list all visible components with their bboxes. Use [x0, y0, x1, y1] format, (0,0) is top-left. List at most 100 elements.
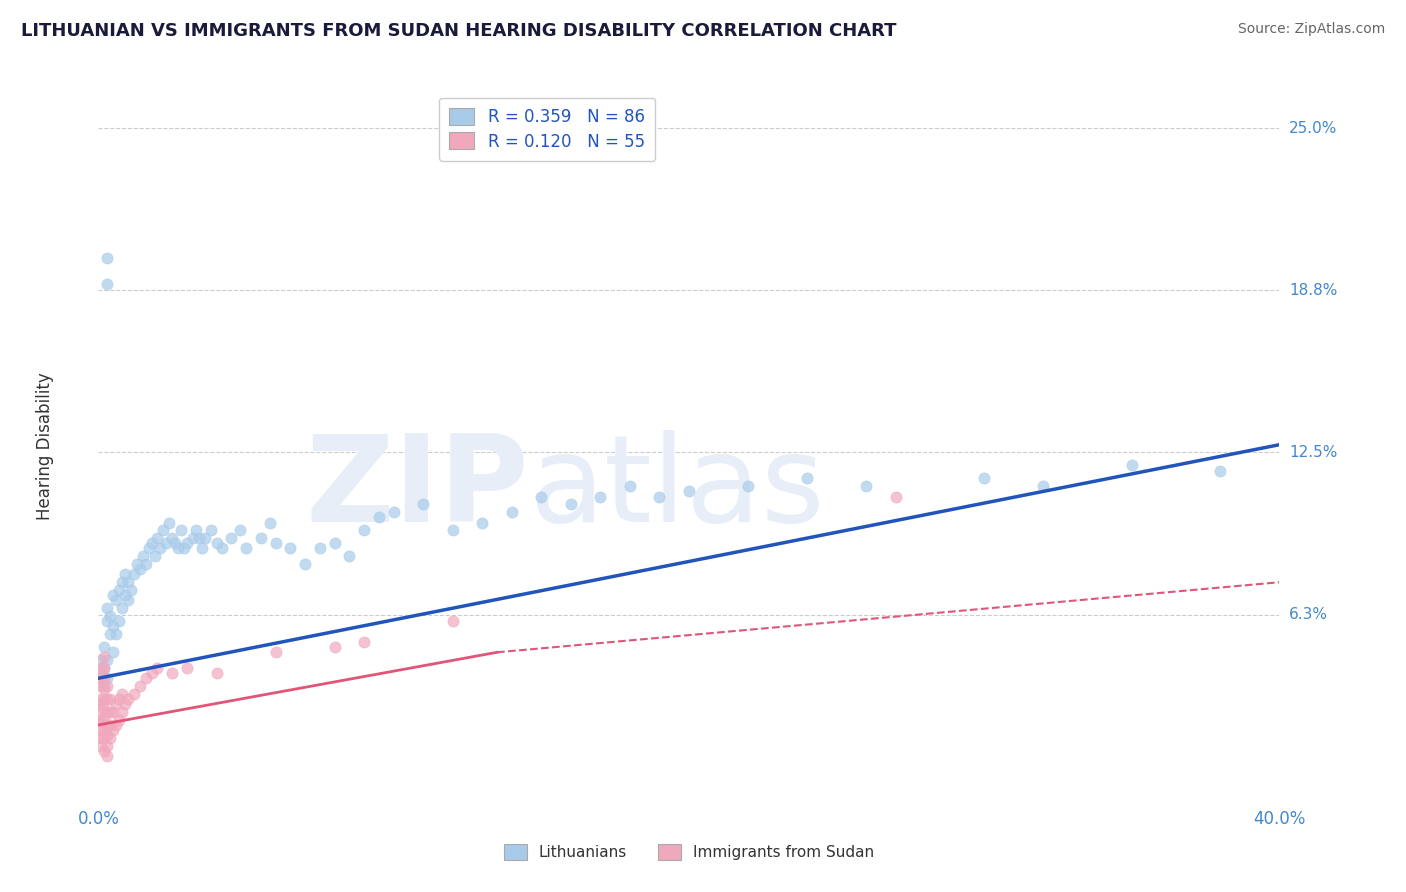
Point [122, 567, 145, 582]
Point [648, 490, 671, 504]
Point [264, 645, 287, 659]
Legend: Lithuanians, Immigrants from Sudan: Lithuanians, Immigrants from Sudan [498, 838, 880, 866]
Point [93, 640, 115, 654]
Point [108, 692, 131, 706]
Text: 6.3%: 6.3% [1289, 607, 1327, 622]
Point [117, 593, 139, 607]
Point [146, 661, 169, 675]
Point [96, 739, 118, 753]
Point [259, 516, 281, 530]
Point [278, 541, 302, 556]
Point [93, 723, 115, 738]
Point [1209, 464, 1232, 478]
Point [105, 593, 128, 607]
Point [157, 516, 180, 530]
Point [235, 541, 257, 556]
Point [93, 650, 115, 665]
Point [93, 731, 115, 745]
Text: LITHUANIAN VS IMMIGRANTS FROM SUDAN HEARING DISABILITY CORRELATION CHART: LITHUANIAN VS IMMIGRANTS FROM SUDAN HEAR… [21, 22, 897, 40]
Point [294, 557, 316, 571]
Point [96, 277, 118, 291]
Point [176, 661, 198, 675]
Point [149, 541, 172, 556]
Point [90, 671, 112, 685]
Point [114, 697, 136, 711]
Point [98, 627, 121, 641]
Point [1032, 479, 1054, 493]
Point [162, 666, 183, 681]
Text: Hearing Disability: Hearing Disability [37, 372, 55, 520]
Point [90, 702, 112, 716]
Point [93, 713, 115, 727]
Point [96, 679, 118, 693]
Point [200, 524, 222, 538]
Text: 12.5%: 12.5% [1289, 445, 1337, 460]
Point [93, 744, 115, 758]
Point [412, 497, 434, 511]
Point [87, 731, 110, 745]
Point [93, 671, 115, 685]
Point [323, 536, 346, 550]
Point [93, 661, 115, 675]
Point [205, 666, 228, 681]
Point [141, 666, 163, 681]
Point [103, 588, 125, 602]
Point [353, 524, 375, 538]
Point [353, 635, 375, 649]
Point [93, 692, 115, 706]
Point [152, 524, 174, 538]
Point [117, 692, 139, 706]
Point [96, 614, 118, 628]
Point [181, 531, 204, 545]
Point [120, 582, 142, 597]
Point [105, 627, 128, 641]
Point [264, 536, 287, 550]
Point [211, 541, 233, 556]
Point [96, 749, 118, 764]
Text: 18.8%: 18.8% [1289, 283, 1337, 298]
Point [90, 661, 112, 675]
Point [90, 666, 112, 681]
Point [111, 575, 134, 590]
Point [135, 671, 157, 685]
Point [441, 614, 464, 628]
Point [96, 251, 118, 265]
Point [114, 567, 136, 582]
Point [128, 562, 150, 576]
Point [173, 541, 195, 556]
Point [98, 692, 121, 706]
Point [98, 731, 121, 745]
Point [90, 653, 112, 667]
Point [155, 536, 177, 550]
Point [111, 601, 134, 615]
Point [93, 679, 115, 693]
Point [103, 723, 125, 738]
Point [96, 692, 118, 706]
Point [1121, 458, 1143, 473]
Point [132, 549, 155, 564]
Point [108, 713, 131, 727]
Point [205, 536, 228, 550]
Point [229, 524, 252, 538]
Point [441, 524, 464, 538]
Point [105, 697, 128, 711]
Point [87, 713, 110, 727]
Point [560, 497, 582, 511]
Point [96, 718, 118, 732]
Point [619, 479, 641, 493]
Point [87, 697, 110, 711]
Point [96, 728, 118, 742]
Point [96, 601, 118, 615]
Point [103, 705, 125, 719]
Point [191, 541, 214, 556]
Point [117, 575, 139, 590]
Point [98, 609, 121, 624]
Point [530, 490, 553, 504]
Point [368, 510, 391, 524]
Point [219, 531, 242, 545]
Point [176, 536, 198, 550]
Point [90, 739, 112, 753]
Point [93, 661, 115, 675]
Point [382, 505, 405, 519]
Point [96, 653, 118, 667]
